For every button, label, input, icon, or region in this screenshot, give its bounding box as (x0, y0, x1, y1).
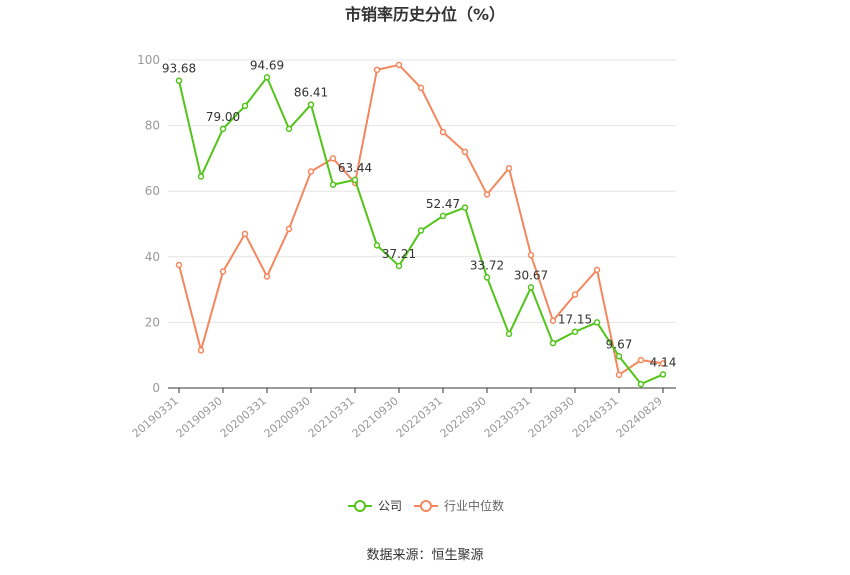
chart-title: 市销率历史分位（%） (345, 5, 505, 24)
y-tick-label: 100 (137, 53, 160, 67)
data-point[interactable] (197, 173, 205, 180)
data-point[interactable] (439, 128, 447, 136)
x-tick-label: 20200930 (262, 394, 313, 440)
data-label: 79.00 (206, 110, 240, 124)
data-point[interactable] (417, 84, 425, 92)
data-label: 4.14 (650, 355, 677, 369)
data-source: 数据来源：恒生聚源 (366, 548, 483, 563)
x-tick-label: 20210331 (306, 394, 357, 440)
x-tick-label: 20200331 (218, 394, 269, 440)
data-point[interactable] (505, 164, 513, 172)
data-point[interactable] (285, 225, 293, 233)
data-point[interactable] (197, 347, 205, 354)
x-tick-label: 20230331 (482, 394, 533, 440)
x-tick-label: 20210930 (350, 394, 401, 440)
y-tick-label: 0 (152, 381, 160, 395)
legend-label-industry-median: 行业中位数 (444, 498, 504, 513)
x-axis: 2019033120190930202003312020093020210331… (130, 387, 676, 440)
x-tick-label: 20240331 (570, 394, 621, 440)
data-point[interactable] (329, 181, 337, 188)
legend-label-company: 公司 (378, 499, 402, 513)
data-point[interactable] (219, 268, 227, 275)
data-point[interactable] (351, 176, 359, 184)
data-label: 33.72 (470, 258, 504, 272)
x-tick-label: 20230930 (526, 394, 577, 440)
data-point[interactable] (483, 274, 491, 281)
data-point[interactable] (571, 328, 579, 335)
data-point[interactable] (549, 339, 557, 347)
y-tick-label: 80 (145, 119, 160, 133)
data-point[interactable] (527, 284, 535, 291)
data-label: 86.41 (294, 86, 328, 100)
x-tick-label: 20240829 (614, 394, 665, 440)
x-tick-label: 20190331 (130, 394, 181, 440)
y-axis: 0 20 40 60 80 100 (137, 53, 160, 395)
legend-marker-icon (354, 500, 366, 512)
data-point[interactable] (615, 371, 623, 379)
data-point[interactable] (637, 380, 645, 388)
data-label: 9.67 (606, 337, 633, 351)
data-point[interactable] (395, 262, 403, 270)
x-tick-label: 20220930 (438, 394, 489, 440)
data-point[interactable] (593, 266, 601, 274)
legend[interactable]: 公司 行业中位数 (348, 498, 504, 513)
legend-marker-icon (420, 500, 432, 512)
data-point[interactable] (527, 251, 535, 259)
legend-item-industry-median[interactable]: 行业中位数 (414, 498, 504, 513)
data-point[interactable] (615, 353, 623, 360)
data-point[interactable] (263, 273, 271, 280)
data-label: 63.44 (338, 161, 372, 175)
y-tick-label: 60 (145, 184, 160, 198)
grid-lines (168, 59, 676, 323)
data-point[interactable] (307, 168, 315, 175)
data-point[interactable] (219, 125, 227, 133)
data-point[interactable] (241, 102, 249, 110)
data-point[interactable] (263, 74, 271, 81)
data-point[interactable] (659, 371, 667, 378)
data-labels: 93.68 79.00 94.69 86.41 63.44 37.21 52.47 33.72… (162, 58, 677, 369)
data-point[interactable] (373, 242, 381, 249)
series-line-1 (178, 63, 664, 377)
x-tick-label: 20190930 (174, 394, 225, 440)
data-label: 37.21 (382, 247, 416, 261)
data-point[interactable] (373, 66, 381, 74)
data-point[interactable] (593, 319, 601, 326)
data-point[interactable] (175, 77, 183, 84)
y-tick-label: 20 (145, 315, 160, 329)
data-label: 93.68 (162, 62, 196, 76)
data-point[interactable] (175, 261, 183, 269)
data-point[interactable] (505, 330, 513, 338)
legend-item-company[interactable]: 公司 (348, 499, 402, 513)
data-point[interactable] (659, 360, 667, 367)
data-point[interactable] (549, 317, 557, 325)
data-point[interactable] (307, 101, 315, 108)
data-label: 52.47 (426, 197, 460, 211)
y-tick-label: 40 (145, 250, 160, 264)
data-point[interactable] (241, 230, 249, 238)
x-tick-label: 20220331 (394, 394, 445, 440)
data-point[interactable] (439, 212, 447, 220)
data-point[interactable] (571, 291, 579, 298)
data-label: 30.67 (514, 268, 548, 282)
data-label: 94.69 (250, 58, 284, 72)
data-point[interactable] (329, 155, 337, 162)
data-label: 17.15 (558, 313, 592, 327)
data-point[interactable] (417, 227, 425, 234)
data-point[interactable] (461, 148, 469, 156)
data-point[interactable] (395, 61, 403, 69)
series-group (175, 61, 667, 388)
data-point[interactable] (461, 204, 469, 211)
data-point[interactable] (483, 191, 491, 198)
data-point[interactable] (285, 125, 293, 133)
data-point[interactable] (637, 356, 645, 364)
